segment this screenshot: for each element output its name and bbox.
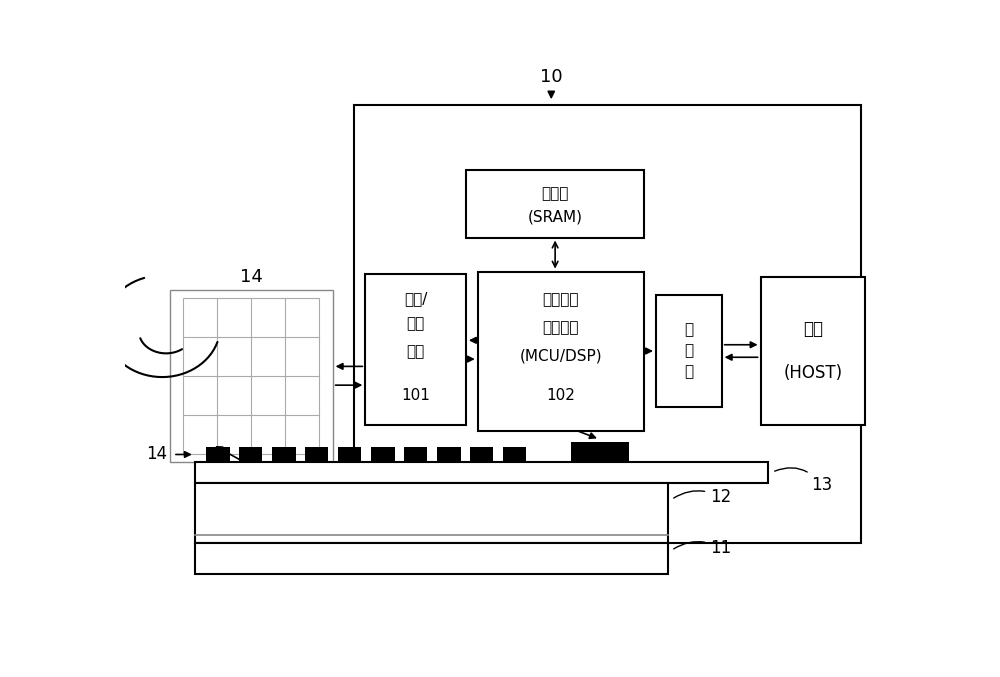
Bar [272, 447, 296, 462]
Text: 单元: 单元 [406, 344, 425, 359]
Text: (HOST): (HOST) [783, 364, 842, 383]
Text: 11: 11 [674, 539, 731, 556]
Text: 14: 14 [240, 267, 263, 286]
Text: (SRAM): (SRAM) [528, 210, 583, 225]
Text: 13: 13 [775, 468, 832, 494]
Text: 14: 14 [146, 445, 168, 464]
Bar [404, 447, 427, 462]
Bar [338, 447, 361, 462]
Bar [183, 298, 319, 454]
Bar [656, 295, 722, 407]
Bar [195, 483, 668, 542]
Text: 102: 102 [546, 388, 575, 403]
Text: 12: 12 [674, 488, 731, 506]
Text: (MCU/DSP): (MCU/DSP) [520, 348, 602, 364]
Text: 10: 10 [540, 68, 563, 97]
Bar [195, 542, 668, 574]
Text: 存储器: 存储器 [541, 186, 569, 201]
Bar [305, 447, 328, 462]
Bar [470, 447, 493, 462]
Text: 主机: 主机 [803, 320, 823, 338]
Bar [206, 447, 230, 462]
Bar [195, 462, 768, 483]
Bar [571, 442, 629, 462]
Bar [170, 290, 333, 462]
Text: 输: 输 [684, 343, 693, 359]
Bar [354, 105, 861, 542]
Bar [371, 447, 395, 462]
Text: 检测信号: 检测信号 [543, 292, 579, 307]
Bar [761, 277, 865, 425]
Bar [503, 447, 526, 462]
Text: 处理单元: 处理单元 [543, 320, 579, 334]
Bar [437, 447, 461, 462]
Text: 驱动/: 驱动/ [404, 291, 427, 306]
Text: 口: 口 [684, 364, 693, 379]
Bar [365, 274, 466, 425]
Bar [478, 271, 644, 431]
Text: 传: 传 [684, 323, 693, 338]
Bar [466, 170, 644, 238]
Text: 接收: 接收 [406, 317, 425, 332]
Bar [239, 447, 262, 462]
Text: 101: 101 [401, 387, 430, 403]
